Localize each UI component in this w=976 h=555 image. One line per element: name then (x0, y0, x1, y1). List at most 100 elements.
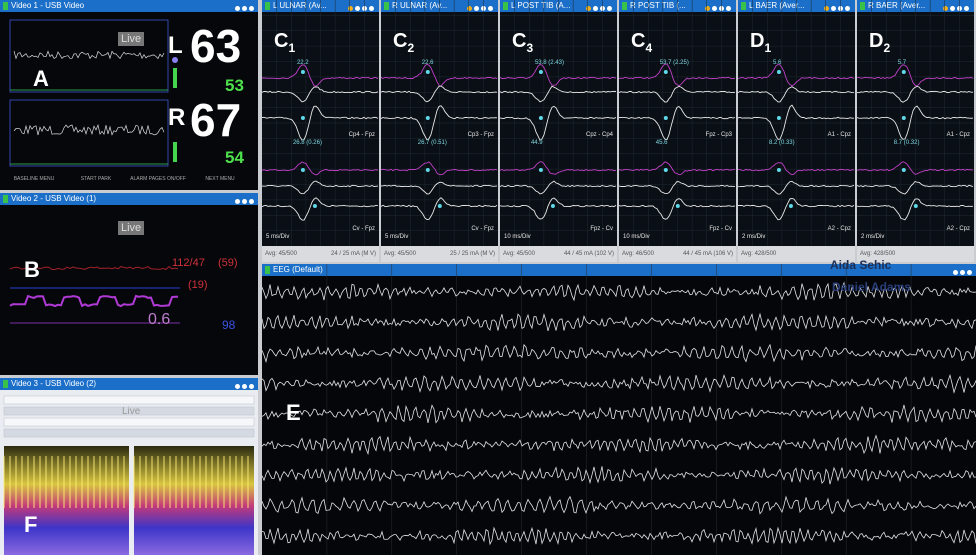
eeg-trace (262, 405, 976, 423)
indicator (173, 68, 177, 88)
panel-label: A (33, 66, 49, 92)
panel-label: C4 (631, 30, 652, 55)
peak-label: 8.2 (0.33) (769, 140, 795, 146)
peak-marker (426, 70, 430, 74)
channel-label: Cp3 - Fpz (468, 132, 494, 138)
panel-label: E (286, 400, 301, 426)
software-capture (0, 378, 258, 555)
stim-level: 44 / 45 mA (106 V) (683, 251, 733, 257)
user-name: Aida Sehic (830, 258, 891, 272)
vital-readout: (19) (188, 279, 208, 291)
menu-button: NEXT MENU (192, 176, 248, 182)
menu-button: START PARK (68, 176, 124, 182)
vital-readout: 112/47 (172, 257, 205, 269)
sub-score: 53 (225, 76, 244, 96)
score: 67 (190, 96, 241, 144)
eeg-trace (262, 375, 976, 392)
peak-marker (777, 70, 781, 74)
peak-marker (664, 168, 668, 172)
sub-score: 54 (225, 148, 244, 168)
peak-marker (777, 168, 781, 172)
panel-footer: Avg: 45/500 24 / 25 mA (M V) (262, 246, 379, 262)
label-index: 4 (645, 41, 652, 55)
time-scale: 2 ms/Div (742, 234, 765, 240)
toolbar-row (4, 429, 254, 437)
eeg-trace (262, 314, 976, 331)
eeg-trace (262, 466, 976, 484)
label-index: 3 (526, 41, 533, 55)
toolbar-row (4, 396, 254, 404)
label-index: 1 (764, 41, 771, 55)
menu-button: BASELINE MENU (6, 176, 62, 182)
panel-label: C1 (274, 30, 295, 55)
peak-label: 22.2 (297, 60, 309, 66)
panel-label: B (24, 257, 40, 283)
workspace: Video 1 - USB VideoLiveAL6353R6754BASELI… (0, 0, 976, 555)
time-scale: 2 ms/Div (861, 234, 884, 240)
peak-marker (777, 116, 781, 120)
peak-marker (914, 204, 918, 208)
panel-label: C3 (512, 30, 533, 55)
peak-marker (902, 116, 906, 120)
peak-marker (426, 168, 430, 172)
channel-label: Fpz - Cp3 (706, 132, 732, 138)
peak-marker (664, 70, 668, 74)
stim-level: 44 / 45 mA (102 V) (564, 251, 614, 257)
panel-footer: Avg: 45/500 25 / 25 mA (M V) (381, 246, 498, 262)
peak-label: 45.6 (656, 140, 668, 146)
video-panel: Video 1 - USB VideoLiveAL6353R6754BASELI… (0, 0, 258, 190)
peak-label: 8.7 (0.32) (894, 140, 920, 146)
channel-label: A2 - Cpz (947, 226, 970, 232)
peak-marker (539, 116, 543, 120)
eeg-trace (262, 528, 976, 544)
vital-readout: 98 (222, 318, 235, 332)
channel-label: Cv - Fpz (352, 226, 375, 232)
ep-panel: R POST TIB (...C453.7 (2.25)45.6Fpz - Cp… (619, 0, 736, 262)
peak-label: 26.7 (0.51) (418, 140, 447, 146)
peak-marker (301, 116, 305, 120)
ep-panel: R ULNAR (Av...C222.626.7 (0.51)Cp3 - Fpz… (381, 0, 498, 262)
peak-marker (789, 204, 793, 208)
peak-marker (664, 116, 668, 120)
time-scale: 10 ms/Div (504, 234, 531, 240)
label-index: 2 (883, 41, 890, 55)
panel-label: D2 (869, 30, 890, 55)
peak-marker (313, 204, 317, 208)
side-label: L (168, 32, 183, 60)
peak-marker (438, 204, 442, 208)
eeg-trace (262, 497, 976, 514)
live-badge: Live (122, 406, 140, 417)
vital-readout: 0.6 (148, 311, 170, 329)
graph-frame (10, 100, 168, 166)
time-scale: 5 ms/Div (266, 234, 289, 240)
peak-marker (301, 70, 305, 74)
peak-marker (551, 204, 555, 208)
eeg-waveforms (262, 264, 976, 555)
label-index: 2 (407, 41, 414, 55)
time-scale: 10 ms/Div (623, 234, 650, 240)
ep-panel: L POST TIB (A...C353.8 (2.43)44.9Cpz - C… (500, 0, 617, 262)
signal-trace (14, 125, 164, 135)
video-panel: Video 2 - USB Video (1)LiveB112/47(59)(1… (0, 193, 258, 375)
stim-level: 25 / 25 mA (M V) (450, 251, 495, 257)
channel-label: Cv - Fpz (471, 226, 494, 232)
peak-marker (301, 168, 305, 172)
panel-label: D1 (750, 30, 771, 55)
peak-marker (902, 70, 906, 74)
toolbar-row (4, 418, 254, 426)
menu-button: ALARM PAGES ON/OFF (130, 176, 186, 182)
peak-label: 26.8 (0.26) (293, 140, 322, 146)
channel-label: A2 - Cpz (828, 226, 851, 232)
average-count: Avg: 45/500 (384, 251, 416, 257)
peak-marker (676, 204, 680, 208)
peak-label: 5.6 (773, 60, 781, 66)
stim-level: 24 / 25 mA (M V) (331, 251, 376, 257)
peak-label: 53.7 (2.25) (660, 60, 689, 66)
peak-marker (539, 168, 543, 172)
average-count: Avg: 45/500 (265, 251, 297, 257)
channel-label: Fpz - Cv (709, 226, 732, 232)
